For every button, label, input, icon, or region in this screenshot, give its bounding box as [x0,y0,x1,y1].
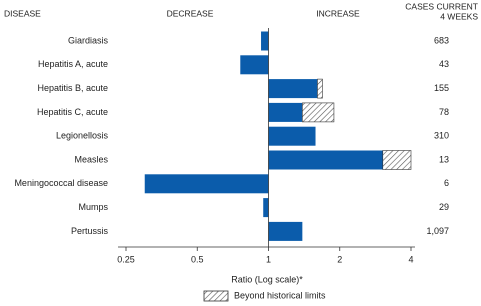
category-label: Hepatitis C, acute [37,107,108,117]
header: INCREASE [316,8,360,18]
bar-beyond-limits [302,102,335,123]
bar [268,102,303,122]
bar [261,31,269,51]
cases-label: 683 [434,35,449,45]
legend-swatch [203,290,229,302]
x-tick-label: 2 [337,254,342,264]
category-label: Hepatitis B, acute [37,83,108,93]
cases-label: 13 [439,154,449,164]
bar-beyond-limits [382,150,412,170]
x-tick-label: 4 [408,254,413,264]
bar [144,174,269,194]
category-label: Giardiasis [68,35,109,45]
category-label: Hepatitis A, acute [38,59,108,69]
category-label: Meningococcal disease [14,178,108,188]
x-axis-label: Ratio (Log scale)* [231,274,303,284]
x-tick-label: 1 [266,254,271,264]
cases-label: 6 [444,178,449,188]
cases-label: 310 [434,131,449,141]
header: DECREASE [167,8,214,18]
x-tick-label: 0.5 [191,254,204,264]
category-label: Measles [74,154,108,164]
cases-label: 155 [434,83,449,93]
category-label: Pertussis [71,226,109,236]
bar-beyond-limits [317,78,323,99]
header: CASES CURRENT [405,1,478,11]
bar [263,198,269,218]
bar [268,126,316,146]
cases-label: 78 [439,107,449,117]
cases-label: 43 [439,59,449,69]
x-tick-label: 0.25 [117,254,135,264]
bar [268,150,383,170]
bar [268,221,303,241]
cases-label: 29 [439,202,449,212]
bar [268,79,318,99]
header: DISEASE [4,8,41,18]
cases-label: 1,097 [426,226,449,236]
category-label: Mumps [78,202,108,212]
category-label: Legionellosis [56,131,109,141]
bar [240,55,269,75]
legend-label: Beyond historical limits [234,290,326,300]
header: 4 WEEKS [440,11,478,21]
